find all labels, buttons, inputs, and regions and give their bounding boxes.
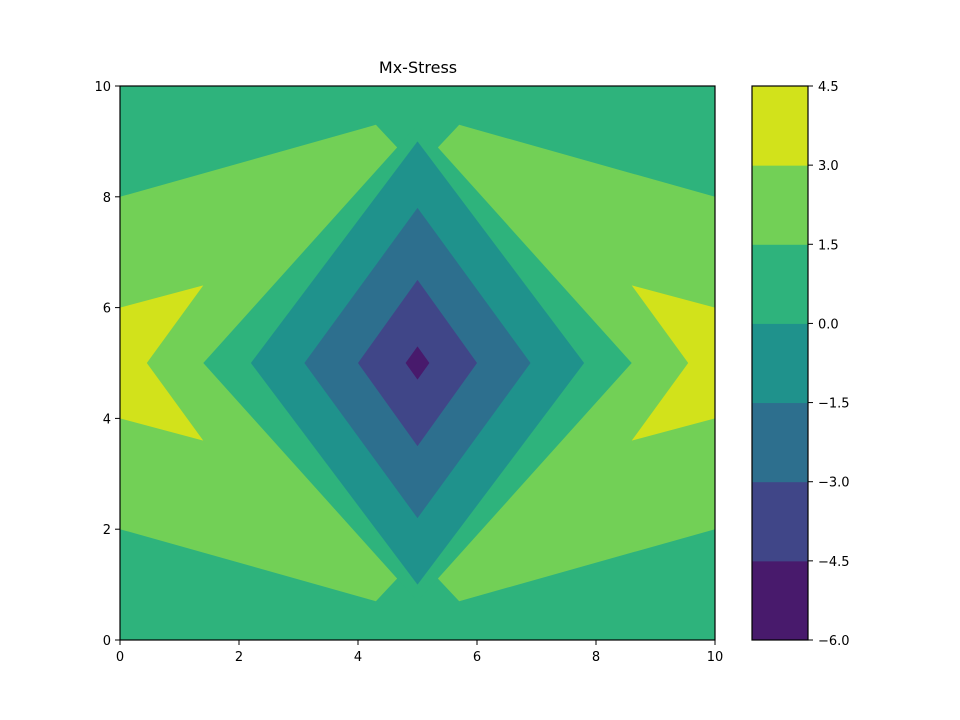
x-tick-label: 6 <box>473 650 481 665</box>
x-tick-label: 0 <box>116 650 124 665</box>
chart-title: Mx-Stress <box>379 58 457 77</box>
colorbar-band-3 <box>752 323 808 404</box>
y-tick-label: 8 <box>103 191 111 206</box>
colorbar-tick-label: 0.0 <box>818 317 839 332</box>
y-tick-label: 2 <box>103 523 111 538</box>
contour-region-3 <box>631 285 715 441</box>
colorbar-tick-label: −4.5 <box>818 555 850 570</box>
y-tick-label: 6 <box>103 302 111 317</box>
x-tick-label: 4 <box>354 650 362 665</box>
colorbar-tick-label: −1.5 <box>818 397 850 412</box>
plot-frame <box>119 85 716 641</box>
x-tick-label: 8 <box>592 650 600 665</box>
colorbar-tick-label: 3.0 <box>818 159 839 174</box>
colorbar-tick-label: −6.0 <box>818 634 850 649</box>
y-tick-label: 10 <box>94 80 111 95</box>
colorbar-band-5 <box>752 165 808 245</box>
x-tick-label: 10 <box>707 650 724 665</box>
colorbar-band-6 <box>752 86 808 166</box>
colorbar-band-0 <box>752 560 808 641</box>
contour-regions <box>120 86 715 640</box>
colorbar-band-2 <box>752 402 808 483</box>
colorbar-frame <box>751 85 809 641</box>
colorbar-tick-label: 1.5 <box>818 238 839 253</box>
x-axis: 0 2 4 6 8 10 <box>116 640 723 665</box>
contour-region-8 <box>405 346 430 380</box>
colorbar-tick-label: −3.0 <box>818 476 850 491</box>
contour-region-2 <box>120 285 204 441</box>
colorbar-band-4 <box>752 244 808 324</box>
colorbar-band-1 <box>752 481 808 562</box>
x-tick-label: 2 <box>235 650 243 665</box>
y-tick-label: 0 <box>103 634 111 649</box>
colorbar-tick-label: 4.5 <box>818 80 839 95</box>
colorbar: −6.0 −4.5 −3.0 −1.5 0.0 1.5 3.0 4.5 <box>751 80 850 649</box>
y-axis: 0 2 4 6 8 10 <box>94 80 120 649</box>
y-tick-label: 4 <box>103 412 111 427</box>
